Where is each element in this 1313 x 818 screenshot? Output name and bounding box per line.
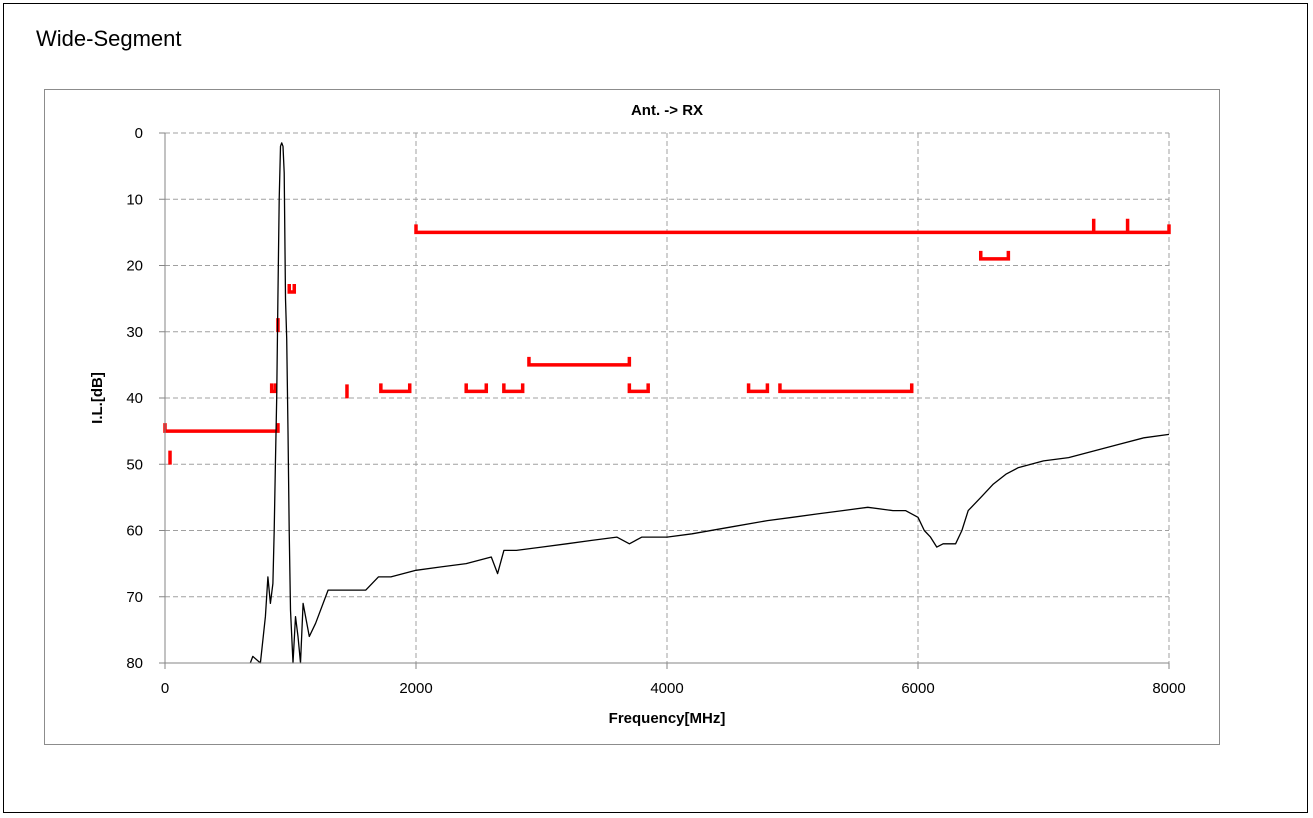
grid-layer xyxy=(165,132,1170,663)
x-tick-label: 2000 xyxy=(399,680,432,697)
spec-limit-segment xyxy=(778,383,914,394)
y-tick-label: 60 xyxy=(126,523,143,540)
spec-limit-segment xyxy=(746,383,770,394)
y-tick-label: 80 xyxy=(126,655,143,672)
chart-frame: 0 10 20 30 40 50 60 70 80 0 2000 4000 6000 8000 Ant. … xyxy=(44,89,1220,745)
spec-limit-segment xyxy=(163,423,280,433)
y-tick-label: 10 xyxy=(126,191,143,208)
spec-limit-segment xyxy=(379,383,412,394)
spec-limit-segment xyxy=(287,284,297,294)
spec-limit-segment xyxy=(527,356,632,367)
y-tick-label: 30 xyxy=(126,324,143,341)
x-axis-label: Frequency[MHz] xyxy=(609,710,726,727)
x-tick-label: 4000 xyxy=(650,680,683,697)
spec-limit-segment xyxy=(502,383,525,394)
spec-limit-segment xyxy=(414,224,1171,235)
y-tick-label: 0 xyxy=(135,125,143,142)
chart-title: Ant. -> RX xyxy=(631,102,703,119)
chart-svg: 0 10 20 30 40 50 60 70 80 0 2000 4000 6000 8000 Ant. … xyxy=(89,102,1186,727)
page-frame xyxy=(3,3,1308,813)
axis-layer: 0 10 20 30 40 50 60 70 80 0 2000 4000 6000 8000 xyxy=(126,125,1185,697)
x-tick-label: 8000 xyxy=(1152,680,1185,697)
x-tick-label: 6000 xyxy=(901,680,934,697)
page-heading: Wide-Segment xyxy=(36,26,182,51)
spec-limit-segment xyxy=(979,250,1011,261)
measurement-trace xyxy=(249,142,1170,664)
y-tick-label: 40 xyxy=(126,390,143,407)
y-tick-label: 70 xyxy=(126,589,143,606)
y-axis-label: I.L.[dB] xyxy=(89,372,106,424)
x-tick-label: 0 xyxy=(161,680,169,697)
spec-limit-segment xyxy=(627,383,650,394)
spec-limit-segment xyxy=(269,383,278,394)
data-layer xyxy=(249,142,1170,664)
spec-limit-segment xyxy=(464,383,489,394)
y-tick-label: 20 xyxy=(126,258,143,275)
y-tick-label: 50 xyxy=(126,456,143,473)
